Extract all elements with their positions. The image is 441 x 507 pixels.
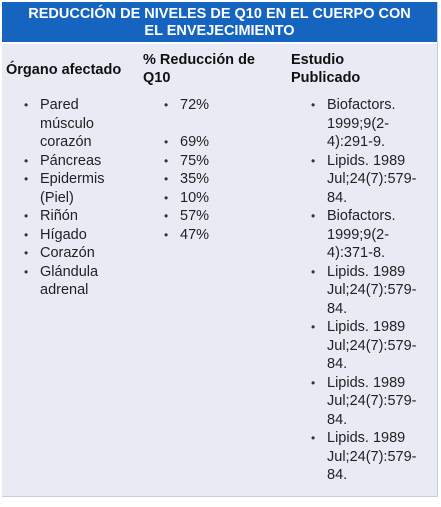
study-item-line: 4):291-9. — [327, 134, 386, 150]
study-item-line: Lipids. 1989 — [327, 152, 406, 169]
reduction-value: 47% — [180, 226, 210, 243]
bullet-icon: • — [311, 264, 316, 279]
organ-item: • Glándula adrenal — [24, 263, 140, 300]
reduction-value: 57% — [180, 208, 210, 224]
organ-item-line: Páncreas — [40, 152, 102, 169]
study-item: • Lipids. 1989 Jul;24(7):579- 84. — [311, 152, 437, 208]
bullet-icon: • — [311, 431, 316, 445]
bullet-icon: • — [164, 153, 169, 168]
study-item-line: Lipids. 1989 — [327, 374, 406, 391]
study-item-line: Jul;24(7):579- — [327, 448, 417, 465]
reduction-list: • 72% • 69% • 75% • 35% • 10% • 57% • 47% — [164, 96, 270, 245]
organ-item: • Riñón — [24, 207, 140, 226]
reduction-item: • 47% — [164, 226, 270, 245]
study-item-line: 84. — [327, 356, 348, 372]
table-title: REDUCCIÓN DE NIVELES DE Q10 EN EL CUERPO… — [2, 2, 437, 44]
study-item-line: 84. — [327, 300, 348, 317]
study-item-line: Lipids. 1989 — [327, 430, 406, 446]
header-study: Estudio Publicado — [291, 51, 360, 87]
study-item-line: Biofactors. — [327, 208, 396, 224]
bullet-icon: • — [164, 135, 169, 149]
study-item-line: 1999;9(2- — [327, 226, 390, 243]
organ-item-line: Pared — [40, 97, 79, 113]
reduction-value: 35% — [180, 171, 210, 187]
bullet-icon: • — [24, 172, 29, 186]
header-study-line1: Estudio — [291, 52, 345, 68]
q10-table-card: REDUCCIÓN DE NIVELES DE Q10 EN EL CUERPO… — [2, 2, 438, 497]
organ-item-line: Corazón — [40, 245, 95, 261]
study-item-line: 84. — [327, 189, 348, 206]
study-item-line: 4):371-8. — [327, 245, 386, 261]
reduction-item: • 72% — [164, 96, 270, 115]
organ-list: • Pared músculo corazón • Páncreas • Epidermis (… — [24, 96, 140, 300]
header-reduction: % Reducción de Q10 — [143, 51, 255, 87]
table-title-line2: EL ENVEJECIMIENTO — [144, 23, 295, 39]
reduction-item: • 69% — [164, 133, 270, 152]
study-item-line: Jul;24(7):579- — [327, 393, 417, 409]
bullet-icon: • — [24, 209, 29, 223]
organ-item-line: Riñón — [40, 208, 78, 224]
study-item-line: Jul;24(7):579- — [327, 282, 417, 298]
bullet-icon: • — [24, 98, 29, 112]
organ-item-line: Glándula — [40, 263, 99, 280]
organ-item: • Pared músculo corazón — [24, 96, 140, 152]
bullet-icon: • — [311, 153, 316, 168]
organ-item-line: músculo — [40, 115, 94, 132]
bullet-icon: • — [311, 209, 316, 223]
bullet-icon: • — [24, 246, 29, 260]
bullet-icon: • — [164, 190, 169, 205]
organ-item: • Hígado — [24, 226, 140, 245]
bullet-icon: • — [311, 320, 316, 334]
study-item-line: Jul;24(7):579- — [327, 337, 417, 354]
table-title-line1: REDUCCIÓN DE NIVELES DE Q10 EN EL CUERPO… — [28, 6, 411, 22]
reduction-item: • 10% — [164, 189, 270, 208]
study-item-line: 84. — [327, 467, 348, 483]
bullet-icon: • — [24, 227, 29, 242]
bullet-icon: • — [24, 264, 29, 279]
study-list: • Biofactors. 1999;9(2- 4):291-9. • Lipids. 1… — [311, 96, 437, 485]
study-item: • Biofactors. 1999;9(2- 4):291-9. — [311, 96, 437, 152]
reduction-item: • 35% — [164, 170, 270, 189]
study-item: • Biofactors. 1999;9(2- 4):371-8. — [311, 207, 437, 263]
reduction-item: • 57% — [164, 207, 270, 226]
organ-item-line: (Piel) — [40, 189, 74, 206]
organ-item-line: Hígado — [40, 226, 87, 243]
organ-item: • Corazón — [24, 244, 140, 263]
organ-item: • Páncreas — [24, 152, 140, 171]
study-item-line: Jul;24(7):579- — [327, 171, 417, 187]
header-reduction-line1: % Reducción de — [143, 52, 255, 68]
header-study-line2: Publicado — [291, 70, 361, 86]
reduction-value: 69% — [180, 134, 210, 150]
bullet-icon: • — [164, 227, 169, 242]
study-item-line: Lipids. 1989 — [327, 319, 406, 335]
bullet-icon: • — [24, 153, 29, 168]
organ-item-line: corazón — [40, 134, 92, 150]
bullet-icon: • — [164, 209, 169, 223]
organ-item-line: adrenal — [40, 282, 89, 298]
header-reduction-line2: Q10 — [143, 70, 171, 86]
study-item: • Lipids. 1989 Jul;24(7):579- 84. — [311, 263, 437, 319]
study-item-line: 1999;9(2- — [327, 115, 390, 132]
study-item: • Lipids. 1989 Jul;24(7):579- 84. — [311, 429, 437, 485]
study-item-line: Biofactors. — [327, 97, 396, 113]
study-item-line: 84. — [327, 411, 348, 428]
study-item: • Lipids. 1989 Jul;24(7):579- 84. — [311, 374, 437, 430]
organ-item: • Epidermis (Piel) — [24, 170, 140, 207]
header-organ: Órgano afectado — [6, 62, 122, 78]
organ-item-line: Epidermis — [40, 171, 105, 187]
bullet-icon: • — [311, 98, 316, 112]
reduction-value: 75% — [180, 152, 210, 169]
reduction-value: 72% — [180, 97, 210, 113]
bullet-icon: • — [164, 172, 169, 186]
study-item-line: Lipids. 1989 — [327, 263, 406, 280]
bullet-icon: • — [311, 375, 316, 390]
bullet-icon: • — [164, 98, 169, 112]
study-item: • Lipids. 1989 Jul;24(7):579- 84. — [311, 318, 437, 374]
reduction-value: 10% — [180, 189, 210, 206]
reduction-item: • 75% — [164, 152, 270, 171]
